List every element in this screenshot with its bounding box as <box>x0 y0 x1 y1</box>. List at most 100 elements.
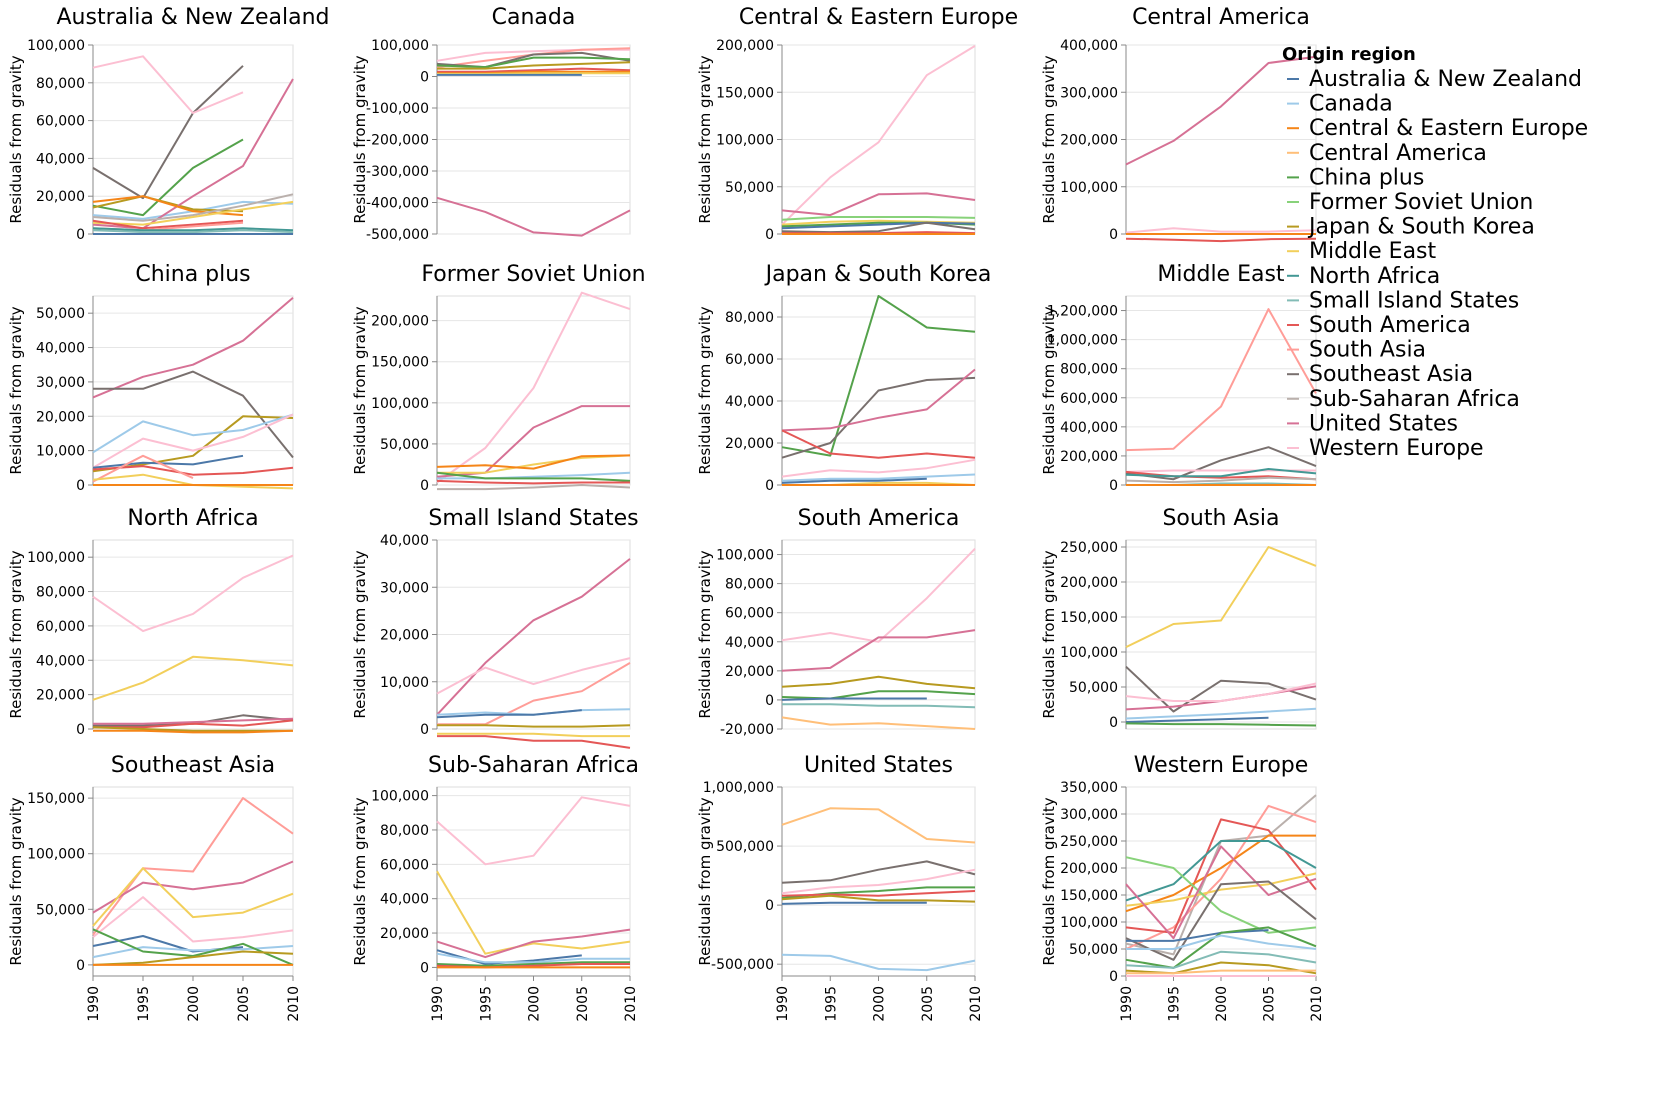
panel-south-america: -20,000 0 20,000 40,000 60,000 80,000 100,000R… <box>696 506 976 738</box>
y-tick-label: 1,000,000 <box>1047 333 1118 349</box>
series-line-australia-and-new-zealand <box>1125 716 1269 723</box>
x-tick-label: 2005 <box>920 986 936 1022</box>
y-tick-label: 80,000 <box>380 823 429 839</box>
legend-item-canada: Canada <box>1287 92 1393 117</box>
series-line-former-soviet-union <box>781 216 976 221</box>
y-tick-label: 150,000 <box>716 85 774 101</box>
panel-title: Central America <box>1132 5 1310 30</box>
series-line-japan-and-south-korea <box>781 675 976 690</box>
y-tick-label: -400,000 <box>366 196 429 212</box>
x-tick-label: 2005 <box>1262 986 1278 1022</box>
series-line-south-america <box>1125 237 1317 243</box>
panel-title: Small Island States <box>428 506 638 531</box>
series-line-small-island-states <box>92 229 294 234</box>
panel-middle-east: 0 200,000 400,000 600,000 800,000 1,000,000 1,… <box>1040 262 1317 494</box>
legend-item-small-island-states: Small Island States <box>1287 288 1519 313</box>
series-line-united-states <box>781 629 976 672</box>
series-line-south-america <box>437 67 631 73</box>
y-tick-label: 40,000 <box>36 653 85 669</box>
panel-australia-and-new-zealand: 0 20,000 40,000 60,000 80,000 100,000Residual… <box>7 5 330 243</box>
y-tick-label: 60,000 <box>725 606 774 622</box>
y-axis-label: Residuals from gravity <box>351 797 369 965</box>
series-line-western-europe <box>1125 227 1317 234</box>
series-line-china-plus <box>781 295 976 457</box>
series-line-central-america <box>781 807 976 844</box>
series-line-central-america <box>781 716 976 730</box>
series-line-western-europe <box>92 554 294 633</box>
legend-item-south-america: South America <box>1287 313 1471 338</box>
y-tick-label: 600,000 <box>1060 391 1118 407</box>
y-tick-label: 80,000 <box>36 585 85 601</box>
series-line-australia-and-new-zealand <box>781 477 927 484</box>
y-tick-label: 1,200,000 <box>1047 304 1118 320</box>
series-line-southeast-asia <box>781 376 976 459</box>
series-line-middle-east <box>92 200 294 226</box>
y-tick-label: 0 <box>76 958 85 974</box>
series-line-southeast-asia <box>92 65 244 200</box>
series-line-australia-and-new-zealand <box>781 221 976 230</box>
y-axis-label: Residuals from gravity <box>351 550 369 718</box>
series-line-south-asia <box>92 797 294 936</box>
panel-title: South Asia <box>1162 506 1279 531</box>
series-line-united-states <box>93 717 294 725</box>
legend-item-central-america: Central America <box>1287 141 1487 166</box>
series-line-western-europe <box>92 55 244 114</box>
series-line-china-plus <box>436 471 631 482</box>
series-line-united-states <box>92 296 294 399</box>
series-line-united-states <box>436 558 631 716</box>
series-line-japan-and-south-korea <box>92 726 293 732</box>
x-tick-label: 1995 <box>136 986 152 1022</box>
y-tick-label: 500,000 <box>716 839 774 855</box>
y-tick-label: 20,000 <box>725 664 774 680</box>
panel-title: Australia & New Zealand <box>56 5 329 30</box>
y-tick-label: 300,000 <box>1060 807 1118 823</box>
panel-title: Western Europe <box>1134 753 1309 778</box>
series-line-western-europe <box>436 291 631 484</box>
legend-label: South America <box>1309 313 1471 338</box>
y-axis-label: Residuals from gravity <box>696 55 714 223</box>
legend-label: Australia & New Zealand <box>1309 67 1582 92</box>
y-tick-label: 60,000 <box>380 857 429 873</box>
series-line-middle-east <box>1125 872 1317 907</box>
panel-title: Japan & South Korea <box>764 262 992 287</box>
y-tick-label: 0 <box>765 478 774 494</box>
y-axis-label: Residuals from gravity <box>7 55 25 223</box>
series-line-small-island-states <box>782 703 976 709</box>
y-tick-label: 250,000 <box>1060 540 1118 556</box>
y-tick-label: 50,000 <box>725 180 774 196</box>
series-line-south-america <box>92 465 294 476</box>
y-axis-label: Residuals from gravity <box>351 306 369 474</box>
y-tick-label: 100,000 <box>27 550 85 566</box>
y-tick-label: 0 <box>1109 715 1118 731</box>
series-line-southeast-asia <box>1125 446 1317 481</box>
panel-title: Central & Eastern Europe <box>739 5 1018 30</box>
y-tick-label: 20,000 <box>380 628 429 644</box>
legend-label: United States <box>1309 411 1458 436</box>
y-tick-label: 40,000 <box>380 533 429 549</box>
y-axis-label: Residuals from gravity <box>696 306 714 474</box>
y-tick-label: 20,000 <box>725 436 774 452</box>
y-axis-label: Residuals from gravity <box>351 55 369 223</box>
y-tick-label: -300,000 <box>366 164 429 180</box>
legend-item-north-africa: North Africa <box>1287 264 1440 289</box>
y-tick-label: 200,000 <box>371 314 429 330</box>
y-tick-label: 250,000 <box>1060 834 1118 850</box>
series-line-former-soviet-union <box>1125 856 1317 934</box>
x-tick-label: 2010 <box>968 986 984 1022</box>
y-tick-label: 40,000 <box>36 341 85 357</box>
y-tick-label: 0 <box>76 722 85 738</box>
series-line-canada <box>436 952 630 964</box>
series-line-canada <box>1126 934 1317 950</box>
legend-item-central-and-eastern-europe: Central & Eastern Europe <box>1287 116 1588 141</box>
y-axis-label: Residuals from gravity <box>1040 55 1058 223</box>
legend-label: South Asia <box>1309 338 1426 363</box>
series-line-canada <box>92 413 294 454</box>
y-tick-label: 150,000 <box>371 355 429 371</box>
y-tick-label: 40,000 <box>725 394 774 410</box>
series-line-southeast-asia <box>1125 665 1317 713</box>
y-tick-label: 10,000 <box>380 675 429 691</box>
series-line-middle-east <box>436 870 631 955</box>
series-line-north-africa <box>1125 468 1317 478</box>
